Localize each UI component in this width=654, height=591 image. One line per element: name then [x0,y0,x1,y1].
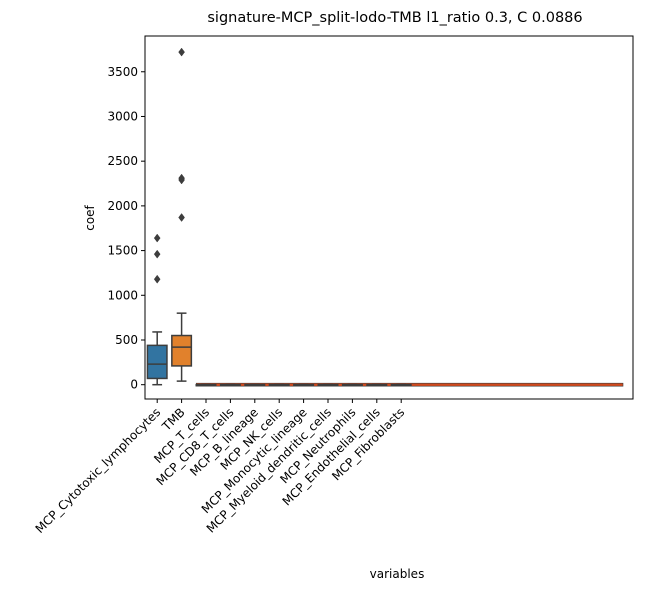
y-tick-label: 0 [130,378,138,392]
box-TMB [171,47,193,382]
box-series [146,47,412,387]
y-tick-label: 2500 [107,154,138,168]
box-outlier [153,274,161,284]
y-axis: 0 500 1000 1500 2000 2500 3000 3500 [107,65,145,392]
box-iqr [171,334,193,367]
box-MCP_Cytotoxic_lymphocytes [146,233,168,386]
box-outlier [153,249,161,259]
y-tick-label: 2000 [107,199,138,213]
box-iqr [146,344,168,380]
box-MCP_NK_cells [268,383,290,387]
box-outlier [178,173,185,183]
box-MCP_Myeloid_dendritic_cells [317,383,339,387]
x-axis: MCP_Cytotoxic_lymphocytesTMBMCP_T_cellsM… [33,399,407,536]
box-outlier [178,47,185,57]
box-MCP_Monocytic_lineage [293,383,315,387]
box-MCP_B_lineage [244,383,266,387]
box-MCP_T_cells [195,383,217,387]
y-axis-label: coef [83,204,97,230]
chart-title: signature-MCP_split-lodo-TMB l1_ratio 0.… [207,10,582,26]
box-MCP_Endothelial_cells [366,383,388,387]
x-axis-label: variables [370,567,425,581]
box-outlier [178,213,185,222]
y-tick-label: 3000 [107,109,138,123]
y-tick-label: 1500 [107,244,138,258]
plot-area [144,35,634,400]
box-MCP_Neutrophils [341,383,363,387]
y-tick-label: 500 [115,333,138,347]
box-MCP_Fibroblasts [390,383,412,387]
x-tick-label: MCP_Cytotoxic_lymphocytes [33,405,164,536]
y-tick-label: 3500 [107,65,138,79]
box-outlier [153,233,161,243]
box-MCP_CD8_T_cells [219,383,241,387]
y-tick-label: 1000 [107,288,138,302]
